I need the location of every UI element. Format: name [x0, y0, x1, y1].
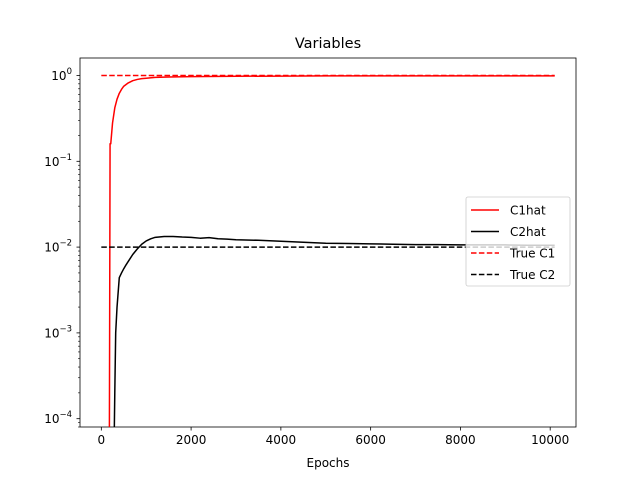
axes-frame [79, 57, 577, 428]
y-tick-base: 10 [44, 241, 59, 255]
plot-area: 0 2000 4000 6000 8000 10000 10−410−310−210−11… [44, 57, 577, 447]
y-tick-label: 10−3 [44, 324, 72, 340]
legend-label: C2hat [510, 225, 546, 239]
y-tick-base: 10 [44, 326, 59, 340]
x-tick-label: 4000 [266, 433, 297, 447]
legend-label: True C1 [509, 247, 555, 261]
chart-title: Variables [295, 36, 361, 52]
y-tick-exponent: −1 [59, 153, 72, 163]
legend-box [465, 196, 571, 287]
x-tick-label: 8000 [445, 433, 476, 447]
y-tick-base: 10 [44, 412, 59, 426]
y-tick-base: 10 [51, 69, 66, 83]
legend: C1hat C2hat True C1 True C2 [465, 196, 571, 287]
legend-label: C1hat [510, 204, 546, 218]
y-tick-exponent: −3 [59, 324, 72, 334]
y-tick-base: 10 [44, 155, 59, 169]
legend-label: True C2 [509, 268, 555, 282]
y-tick-label: 10−2 [44, 239, 72, 255]
x-axis-label: Epochs [307, 456, 350, 470]
x-tick-label: 2000 [176, 433, 207, 447]
legend-items: C1hat C2hat True C1 True C2 [471, 204, 555, 282]
y-tick-label: 10−1 [44, 153, 72, 169]
series-line-c1hat [108, 75, 555, 428]
x-tick-label: 10000 [531, 433, 569, 447]
x-tick-label: 0 [98, 433, 106, 447]
y-tick-exponent: −2 [59, 239, 72, 249]
series-line-c2hat [113, 235, 555, 428]
y-tick-label: 10−4 [44, 410, 72, 426]
y-tick-label: 100 [51, 67, 72, 83]
y-tick-exponent: 0 [67, 67, 72, 77]
x-axis-ticks: 0 2000 4000 6000 8000 10000 [98, 427, 569, 447]
y-tick-exponent: −4 [59, 410, 72, 420]
series-layer [101, 74, 555, 428]
x-tick-label: 6000 [355, 433, 386, 447]
